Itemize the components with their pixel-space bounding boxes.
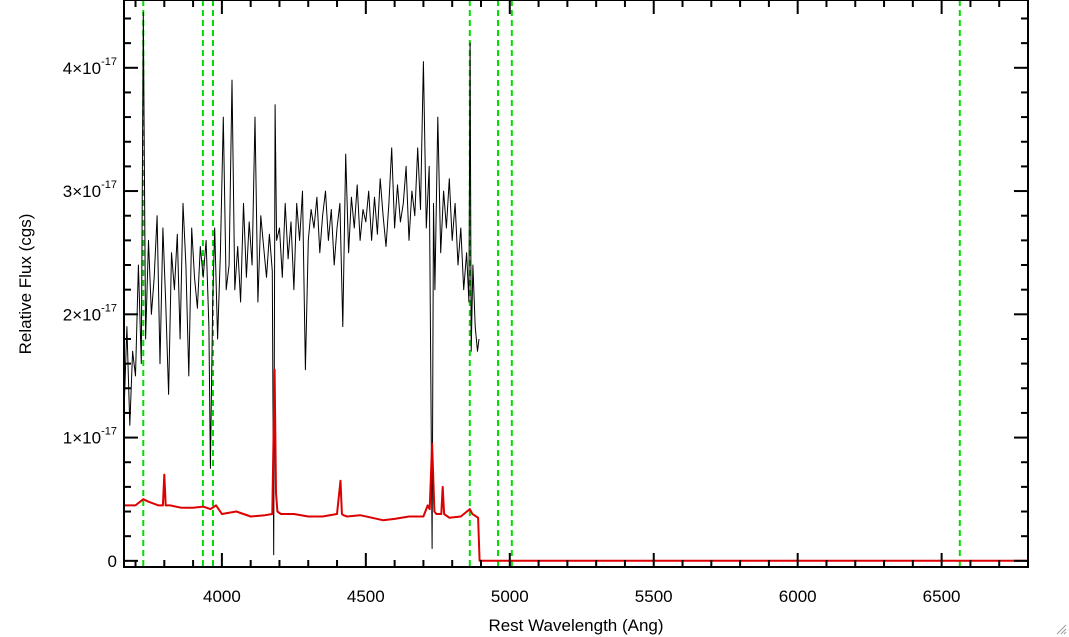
x-tick-label: 6000 xyxy=(779,587,817,606)
y-axis-title: Relative Flux (cgs) xyxy=(16,214,35,355)
y-tick-label: 1×10-17 xyxy=(63,426,117,448)
x-tick-label: 4500 xyxy=(347,587,385,606)
reference-line-group xyxy=(142,0,961,567)
y-tick-label: 3×10-17 xyxy=(63,179,117,201)
y-tick-label: 2×10-17 xyxy=(63,302,117,324)
spectrum-series-line xyxy=(124,11,480,556)
y-tick-label: 4×10-17 xyxy=(63,56,117,78)
plot-frame xyxy=(123,0,1029,568)
series-group xyxy=(124,11,1028,562)
x-tick-label: 6500 xyxy=(923,587,961,606)
resize-grip-icon[interactable] xyxy=(1055,623,1067,635)
tick-group xyxy=(124,0,1029,567)
model-series-line xyxy=(124,368,1028,562)
x-axis-title: Rest Wavelength (Ang) xyxy=(488,616,663,635)
y-tick-label: 0 xyxy=(108,552,117,571)
x-tick-label: 5500 xyxy=(635,587,673,606)
x-tick-label: 5000 xyxy=(491,587,529,606)
y-tick-labels: 0 1×10-17 2×10-17 3×10-17 4×10-17 xyxy=(63,56,117,571)
x-tick-labels: 4000 4500 5000 5500 6000 6500 xyxy=(203,587,961,606)
x-tick-label: 4000 xyxy=(203,587,241,606)
